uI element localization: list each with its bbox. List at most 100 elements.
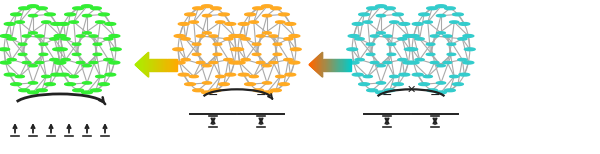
Polygon shape [344, 59, 346, 71]
Circle shape [51, 73, 62, 76]
Circle shape [95, 75, 105, 78]
Circle shape [37, 7, 47, 10]
Polygon shape [327, 59, 328, 71]
Circle shape [82, 5, 92, 8]
Circle shape [93, 43, 102, 45]
Circle shape [383, 61, 392, 64]
Circle shape [347, 48, 358, 51]
Polygon shape [332, 59, 333, 71]
Polygon shape [330, 59, 331, 71]
Polygon shape [329, 59, 330, 71]
Circle shape [366, 43, 375, 45]
Circle shape [392, 13, 403, 16]
Polygon shape [140, 59, 142, 71]
Polygon shape [161, 59, 162, 71]
Polygon shape [335, 59, 337, 71]
Circle shape [18, 43, 27, 45]
Circle shape [193, 89, 203, 92]
Circle shape [376, 5, 386, 8]
Circle shape [44, 83, 55, 86]
Circle shape [110, 48, 121, 51]
Polygon shape [170, 59, 172, 71]
Circle shape [0, 48, 10, 51]
Text: −: − [382, 89, 392, 102]
Circle shape [192, 43, 201, 45]
Circle shape [463, 61, 474, 64]
Circle shape [28, 14, 38, 17]
Circle shape [269, 35, 278, 37]
Circle shape [415, 38, 424, 40]
Circle shape [352, 22, 363, 25]
Circle shape [445, 7, 455, 10]
Circle shape [91, 7, 101, 10]
Circle shape [225, 73, 236, 76]
Circle shape [28, 91, 38, 94]
Circle shape [367, 89, 377, 92]
Polygon shape [175, 59, 176, 71]
Circle shape [93, 53, 102, 55]
Circle shape [192, 53, 201, 55]
Circle shape [426, 53, 435, 55]
Circle shape [387, 53, 396, 55]
Polygon shape [323, 59, 324, 71]
Circle shape [348, 61, 359, 64]
Circle shape [209, 35, 218, 37]
Circle shape [284, 38, 293, 40]
Circle shape [76, 35, 85, 37]
Circle shape [51, 22, 62, 25]
Polygon shape [164, 59, 166, 71]
Circle shape [58, 22, 69, 25]
Circle shape [95, 21, 105, 23]
Polygon shape [136, 63, 137, 67]
Polygon shape [338, 59, 340, 71]
Circle shape [0, 61, 11, 64]
Circle shape [89, 61, 98, 64]
Circle shape [253, 89, 263, 92]
Circle shape [202, 91, 212, 94]
Circle shape [403, 61, 414, 64]
Circle shape [234, 61, 245, 64]
Polygon shape [143, 56, 145, 73]
Circle shape [452, 13, 463, 16]
Polygon shape [152, 59, 153, 71]
Polygon shape [337, 59, 338, 71]
Circle shape [18, 53, 27, 55]
Circle shape [196, 35, 205, 37]
Circle shape [407, 48, 418, 51]
Circle shape [218, 83, 229, 86]
Circle shape [458, 59, 467, 61]
Circle shape [419, 13, 430, 16]
Circle shape [54, 34, 65, 37]
Circle shape [213, 43, 222, 45]
Circle shape [289, 34, 300, 37]
Circle shape [72, 53, 81, 55]
Circle shape [443, 35, 452, 37]
Circle shape [399, 22, 410, 25]
Circle shape [290, 48, 301, 51]
Text: ✕: ✕ [406, 84, 416, 94]
Polygon shape [151, 59, 152, 71]
Polygon shape [135, 64, 136, 66]
Circle shape [241, 59, 250, 61]
Circle shape [19, 7, 29, 10]
Circle shape [285, 73, 296, 76]
Circle shape [436, 91, 446, 94]
Polygon shape [160, 59, 161, 71]
Circle shape [211, 89, 221, 92]
Polygon shape [322, 52, 323, 77]
Circle shape [423, 75, 433, 78]
Circle shape [65, 83, 76, 86]
Circle shape [412, 22, 423, 25]
Circle shape [249, 75, 259, 78]
Circle shape [109, 34, 120, 37]
Circle shape [387, 43, 396, 45]
Circle shape [19, 89, 29, 92]
Circle shape [245, 13, 256, 16]
Circle shape [22, 61, 31, 64]
Circle shape [278, 13, 289, 16]
Circle shape [437, 32, 445, 34]
Circle shape [376, 82, 386, 84]
Polygon shape [320, 53, 322, 76]
Circle shape [273, 53, 282, 55]
Circle shape [104, 38, 113, 40]
